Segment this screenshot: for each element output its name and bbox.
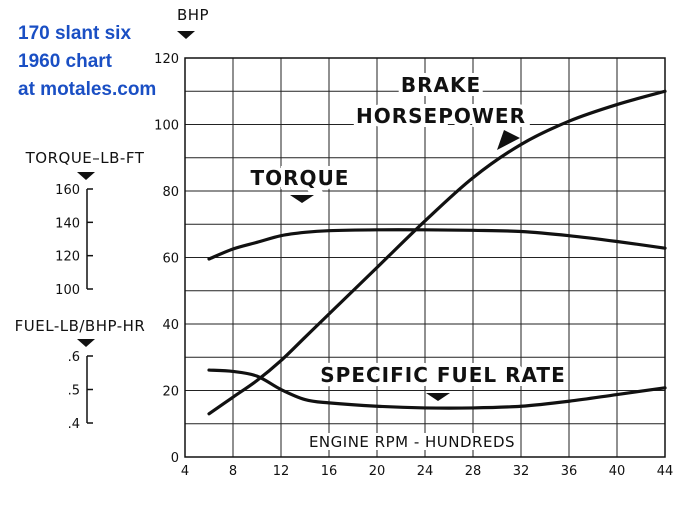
torque-pointer bbox=[290, 195, 314, 203]
bhp-tick-label: 80 bbox=[162, 185, 179, 200]
x-tick-label: 8 bbox=[229, 464, 237, 479]
fuel-rate-label: SPECIFIC FUEL RATE bbox=[320, 363, 566, 387]
torque-tick-label: 140 bbox=[55, 216, 80, 231]
torque-tick-label: 160 bbox=[55, 183, 80, 198]
bhp-tick-label: 20 bbox=[162, 385, 179, 400]
x-tick-label: 40 bbox=[609, 464, 626, 479]
x-tick-label: 16 bbox=[321, 464, 338, 479]
plot-frame bbox=[184, 57, 666, 458]
x-tick-label: 28 bbox=[465, 464, 482, 479]
torque-tick-label: 100 bbox=[55, 283, 80, 298]
horsepower-label: BRAKE bbox=[401, 73, 481, 97]
x-tick-label: 12 bbox=[273, 464, 290, 479]
fuel-tick-label: .5 bbox=[68, 384, 80, 399]
horsepower-label: HORSEPOWER bbox=[356, 104, 526, 128]
x-tick-label: 20 bbox=[369, 464, 386, 479]
torque-tick-label: 120 bbox=[55, 250, 80, 265]
torque-label: TORQUE bbox=[251, 166, 350, 190]
bhp-tick-label: 60 bbox=[162, 252, 179, 267]
watermark-caption: 170 slant six 1960 chart at motales.com bbox=[18, 20, 156, 104]
fuel-rate-pointer bbox=[426, 393, 450, 401]
x-tick-label: 24 bbox=[417, 464, 434, 479]
bhp-tick-label: 40 bbox=[162, 318, 179, 333]
bhp-axis-arrow bbox=[177, 31, 195, 39]
x-tick-label: 44 bbox=[657, 464, 674, 479]
horsepower-pointer bbox=[497, 130, 520, 150]
x-axis-title: ENGINE RPM - HUNDREDS bbox=[309, 433, 515, 451]
fuel-tick-label: .4 bbox=[68, 417, 80, 432]
caption-line-3: at motales.com bbox=[18, 79, 157, 100]
x-tick-label: 32 bbox=[513, 464, 530, 479]
bhp-tick-label: 100 bbox=[154, 119, 179, 134]
bhp-axis-title: BHP bbox=[177, 6, 209, 24]
fuel-axis-title: FUEL-LB/BHP-HR bbox=[15, 317, 146, 335]
x-tick-label: 36 bbox=[561, 464, 578, 479]
fuel-axis-arrow bbox=[77, 339, 95, 347]
fuel-tick-label: .6 bbox=[68, 350, 80, 365]
caption-line-2: 1960 chart bbox=[18, 51, 113, 72]
x-tick-label: 4 bbox=[181, 464, 189, 479]
bhp-tick-label: 0 bbox=[171, 451, 179, 466]
torque-curve bbox=[207, 228, 667, 261]
bhp-tick-label: 120 bbox=[154, 52, 179, 67]
torque-axis-arrow bbox=[77, 172, 95, 180]
caption-line-1: 170 slant six bbox=[18, 23, 132, 44]
torque-axis-title: TORQUE–LB-FT bbox=[25, 149, 145, 167]
